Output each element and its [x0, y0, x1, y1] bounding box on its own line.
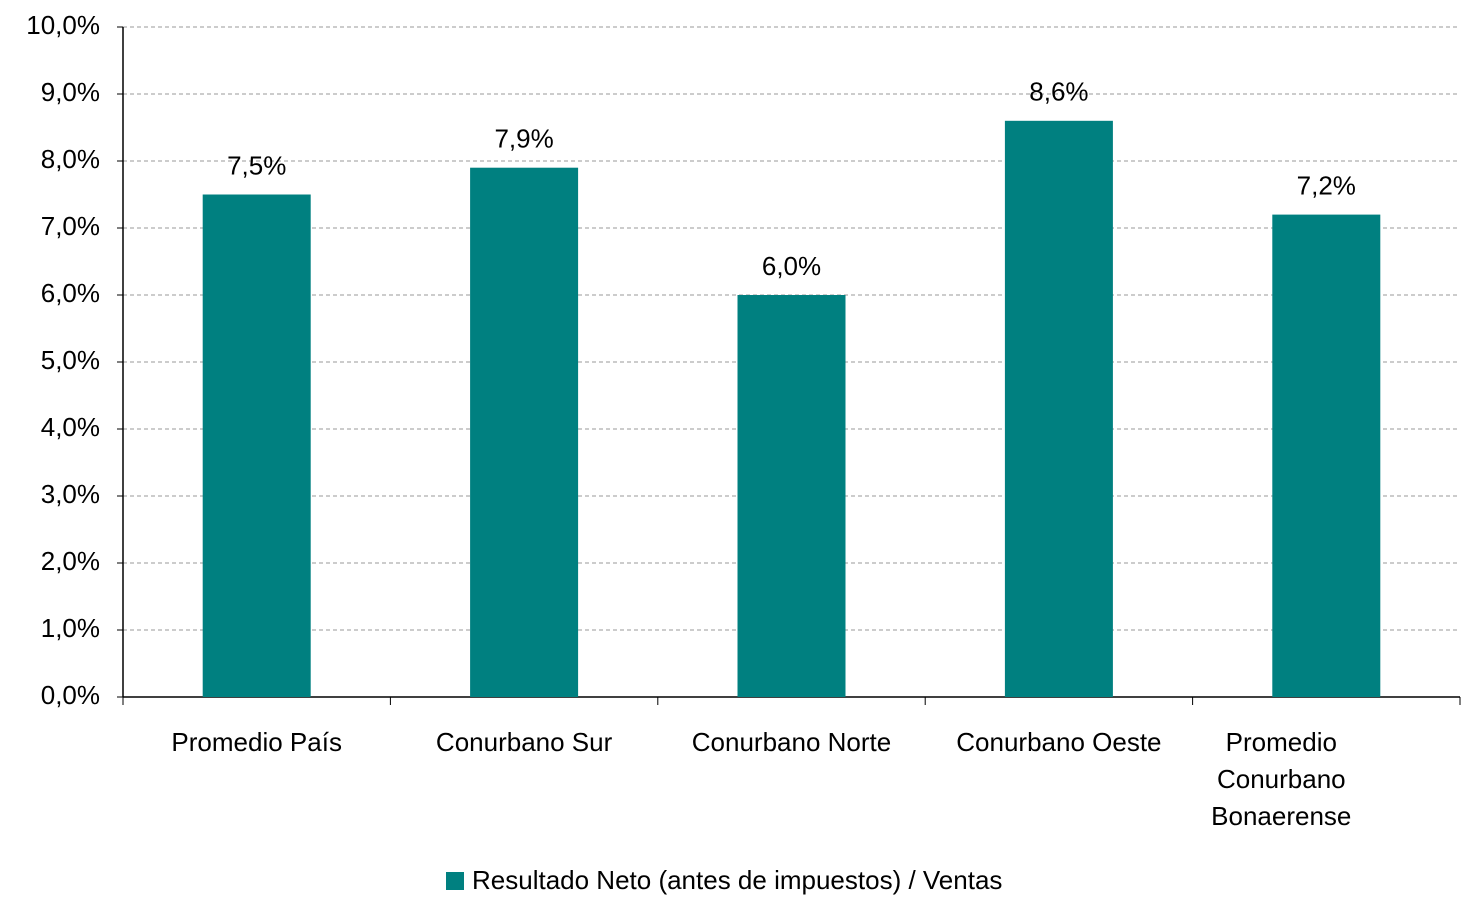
- y-tick-label: 9,0%: [41, 77, 100, 107]
- y-tick-label: 0,0%: [41, 680, 100, 710]
- data-label: 7,2%: [1297, 170, 1356, 200]
- y-tick-label: 8,0%: [41, 144, 100, 174]
- y-tick-label: 4,0%: [41, 412, 100, 442]
- legend-swatch: [446, 872, 464, 890]
- y-tick-label: 3,0%: [41, 479, 100, 509]
- y-tick-label: 7,0%: [41, 211, 100, 241]
- data-label: 8,6%: [1029, 77, 1088, 107]
- data-label: 6,0%: [762, 251, 821, 281]
- bar: [737, 295, 846, 697]
- x-tick-label: Conurbano Sur: [435, 727, 613, 757]
- x-tick-label: Promedio País: [171, 727, 342, 757]
- legend-label: Resultado Neto (antes de impuestos) / Ve…: [472, 865, 1002, 895]
- y-tick-label: 6,0%: [41, 278, 100, 308]
- x-tick-label: Promedio Conurbano Bonaerense: [1211, 727, 1352, 831]
- y-tick-label: 2,0%: [41, 546, 100, 576]
- x-tick-label: Conurbano Norte: [691, 727, 892, 757]
- y-tick-label: 10,0%: [26, 10, 100, 40]
- y-tick-label: 5,0%: [41, 345, 100, 375]
- bar: [470, 167, 579, 697]
- x-tick-label: Conurbano Oeste: [956, 727, 1162, 757]
- bar: [1004, 120, 1113, 698]
- data-label: 7,5%: [227, 150, 286, 180]
- y-tick-label: 1,0%: [41, 613, 100, 643]
- data-label: 7,9%: [494, 124, 553, 154]
- bar: [202, 194, 311, 697]
- bar: [1272, 214, 1381, 697]
